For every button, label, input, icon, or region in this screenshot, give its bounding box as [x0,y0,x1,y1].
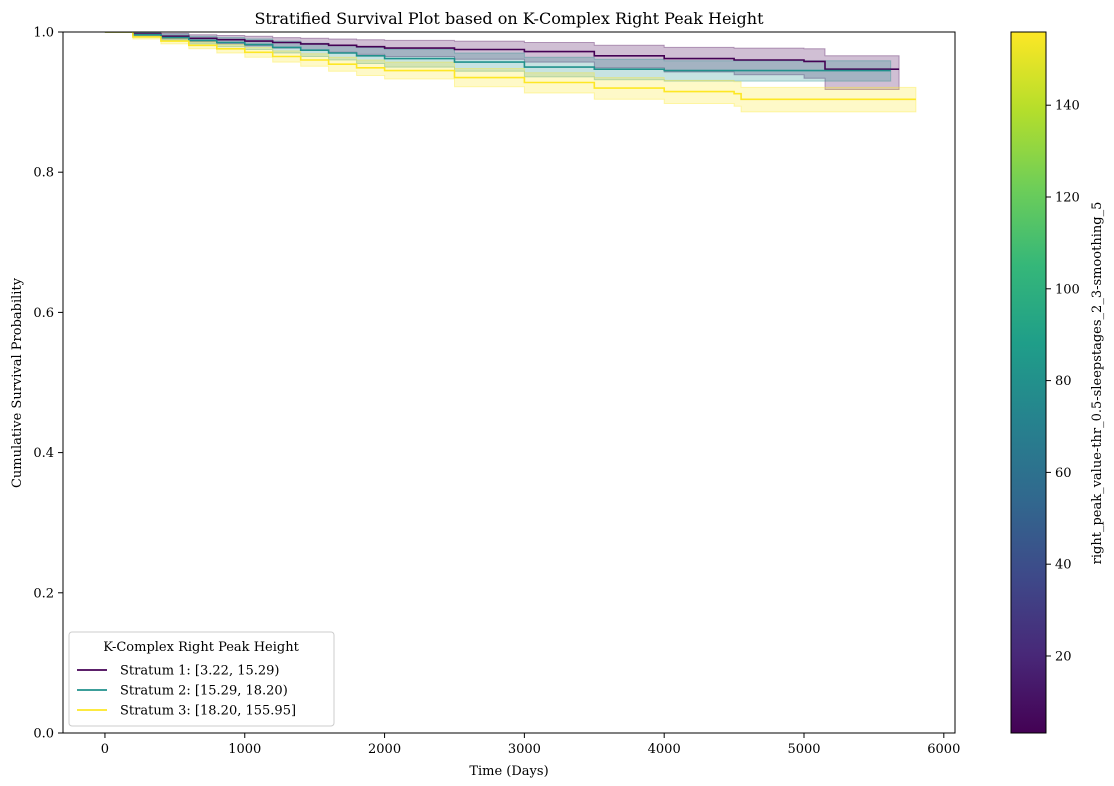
colorbar-tick-label: 80 [1055,374,1072,389]
legend-title: K-Complex Right Peak Height [103,640,299,655]
legend-box [68,631,335,727]
survival-line-stratum-2 [104,32,891,72]
x-tick-label: 3000 [508,742,541,757]
colorbar-tick-label: 20 [1055,649,1072,664]
y-tick-label: 0.6 [33,306,54,321]
x-axis: 0 1000 2000 3000 4000 5000 6000 [101,733,960,757]
x-tick-label: 4000 [648,742,681,757]
y-tick-label: 1.0 [33,26,54,41]
y-axis-label: Cumulative Survival Probability [10,277,25,488]
x-tick-label: 2000 [368,742,401,757]
x-tick-label: 1000 [228,742,261,757]
colorbar: 20 40 60 80 100 120 140 right_peak_value-thr_0… [1010,31,1105,734]
x-axis-label: Time (Days) [469,764,548,779]
x-tick-label: 6000 [927,742,960,757]
legend-label-stratum-3: Stratum 3: [18.20, 155.95] [120,704,296,719]
x-tick-label: 0 [101,742,109,757]
x-tick-label: 5000 [787,742,820,757]
colorbar-tick-label: 120 [1055,191,1080,206]
legend: K-Complex Right Peak Height Stratum 1: [… [68,631,335,727]
colorbar-tick-label: 100 [1055,282,1080,297]
survival-line-stratum-3 [104,32,916,101]
y-axis: 0.0 0.2 0.4 0.6 0.8 1.0 [33,26,63,742]
colorbar-tick-label: 60 [1055,466,1072,481]
y-tick-label: 0.8 [33,166,54,181]
colorbar-tick-label: 40 [1055,558,1072,573]
legend-label-stratum-1: Stratum 1: [3.22, 15.29) [120,664,280,679]
plot-frame [62,31,956,734]
y-tick-label: 0.2 [33,586,54,601]
colorbar-gradient [1010,31,1047,734]
plot-area [62,31,956,734]
colorbar-label: right_peak_value-thr_0.5-sleepstages_2_3… [1090,202,1105,565]
chart-title: Stratified Survival Plot based on K-Comp… [254,9,764,28]
legend-label-stratum-2: Stratum 2: [15.29, 18.20) [120,684,288,699]
colorbar-tick-label: 140 [1055,99,1080,114]
y-tick-label: 0.4 [33,446,54,461]
y-tick-label: 0.0 [33,727,54,742]
